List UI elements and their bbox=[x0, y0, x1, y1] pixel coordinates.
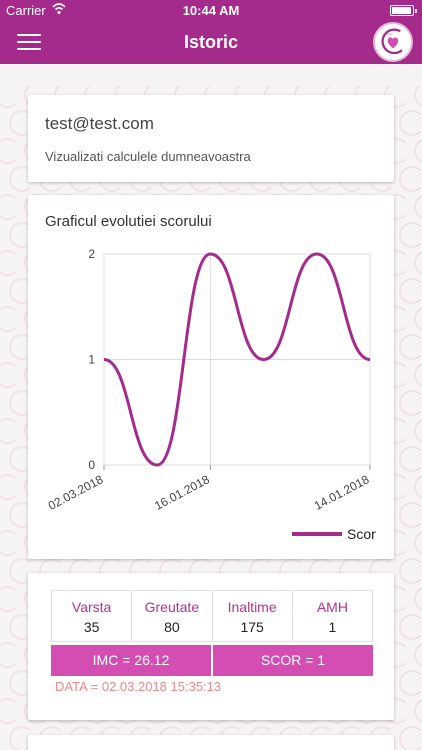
app-logo[interactable] bbox=[373, 22, 413, 62]
pattern-icon bbox=[414, 474, 422, 500]
record-table: Varsta 35 Greutate 80 Inaltime 175 AMH 1… bbox=[51, 590, 373, 676]
pattern-icon bbox=[414, 306, 422, 332]
battery-icon bbox=[390, 5, 417, 16]
pattern-icon bbox=[399, 558, 422, 584]
record-label: AMH bbox=[316, 599, 348, 615]
pattern-icon bbox=[0, 362, 20, 388]
pattern-icon bbox=[9, 446, 35, 472]
pattern-icon bbox=[9, 334, 35, 360]
record-card: Varsta 35 Greutate 80 Inaltime 175 AMH 1… bbox=[28, 573, 394, 720]
carrier-label: Carrier bbox=[6, 3, 46, 18]
user-subtitle: Vizualizati calculele dumneavoastra bbox=[45, 149, 251, 164]
pattern-icon bbox=[9, 614, 35, 640]
score-chart: 0 1 2 02.03.2018 16.01.2018 14.01.2018 Scor bbox=[46, 247, 376, 542]
pattern-icon bbox=[414, 194, 422, 220]
record-value: 80 bbox=[164, 619, 180, 635]
pattern-icon bbox=[0, 474, 20, 500]
record-label: Varsta bbox=[71, 599, 112, 615]
chart-title: Graficul evolutiei scorului bbox=[45, 213, 212, 230]
record-cell-varsta: Varsta 35 bbox=[52, 591, 133, 641]
pattern-icon bbox=[9, 278, 35, 304]
pattern-icon bbox=[414, 530, 422, 556]
x-tick-label: 02.03.2018 bbox=[46, 472, 106, 513]
pattern-icon bbox=[9, 726, 35, 750]
record-cell-inaltime: Inaltime 175 bbox=[213, 591, 293, 641]
record-date: DATA = 02.03.2018 15:35:13 bbox=[55, 679, 222, 694]
record-value: 175 bbox=[240, 619, 264, 635]
pattern-icon bbox=[399, 726, 422, 750]
pattern-icon bbox=[414, 138, 422, 164]
x-tick-label: 14.01.2018 bbox=[312, 472, 372, 513]
x-tick-label: 16.01.2018 bbox=[152, 472, 212, 513]
pattern-icon bbox=[414, 586, 422, 612]
pattern-icon bbox=[0, 138, 20, 164]
chart-card: Graficul evolutiei scorului 0 1 2 02.03.201… bbox=[28, 195, 394, 559]
pattern-icon bbox=[414, 642, 422, 668]
clock-time: 10:44 AM bbox=[182, 3, 240, 18]
pattern-icon bbox=[9, 166, 35, 192]
y-tick-label: 0 bbox=[88, 458, 95, 472]
pattern-icon bbox=[9, 110, 35, 136]
pattern-icon bbox=[414, 86, 422, 108]
pattern-icon bbox=[0, 586, 20, 612]
user-email: test@test.com bbox=[45, 114, 154, 133]
status-bar: Carrier 10:44 AM bbox=[0, 0, 422, 20]
y-tick-label: 1 bbox=[88, 353, 95, 367]
pattern-icon bbox=[0, 306, 20, 332]
pattern-icon bbox=[399, 446, 422, 472]
pattern-icon bbox=[0, 250, 20, 276]
record-value: 1 bbox=[328, 619, 337, 635]
pattern-icon bbox=[0, 418, 20, 444]
pattern-icon bbox=[399, 334, 422, 360]
pattern-icon bbox=[0, 194, 20, 220]
record-label: Greutate bbox=[144, 599, 200, 615]
series-line-scor bbox=[103, 252, 371, 467]
pattern-icon bbox=[9, 670, 35, 696]
pattern-icon bbox=[0, 86, 20, 108]
pattern-icon bbox=[0, 642, 20, 668]
record-summary-row: IMC = 26.12 SCOR = 1 bbox=[51, 645, 373, 676]
record-header-row: Varsta 35 Greutate 80 Inaltime 175 AMH 1 bbox=[51, 590, 373, 642]
hamburger-menu-icon[interactable] bbox=[17, 34, 41, 50]
pattern-icon bbox=[0, 530, 20, 556]
pattern-icon bbox=[399, 222, 422, 248]
pattern-icon bbox=[9, 502, 35, 528]
pattern-icon bbox=[399, 614, 422, 640]
record-cell-greutate: Greutate 80 bbox=[132, 591, 213, 641]
pattern-icon bbox=[9, 558, 35, 584]
score-badge: SCOR = 1 bbox=[213, 645, 373, 676]
user-card: test@test.com Vizualizati calculele dumn… bbox=[28, 95, 394, 182]
app-bar: Istoric bbox=[0, 20, 422, 64]
record-value: 35 bbox=[83, 619, 100, 635]
next-record-card bbox=[28, 735, 394, 750]
y-tick-label: 2 bbox=[88, 247, 95, 261]
wifi-icon bbox=[52, 3, 66, 15]
pattern-icon bbox=[0, 698, 20, 724]
pattern-icon bbox=[9, 222, 35, 248]
pattern-icon bbox=[414, 418, 422, 444]
page-title: Istoric bbox=[183, 32, 239, 52]
pattern-icon bbox=[399, 110, 422, 136]
pattern-icon bbox=[9, 390, 35, 416]
pattern-icon bbox=[399, 502, 422, 528]
pattern-icon bbox=[399, 390, 422, 416]
pattern-icon bbox=[414, 698, 422, 724]
pattern-icon bbox=[414, 362, 422, 388]
pattern-icon bbox=[399, 166, 422, 192]
record-label: Inaltime bbox=[227, 599, 277, 615]
pattern-icon bbox=[399, 278, 422, 304]
imc-badge: IMC = 26.12 bbox=[51, 645, 211, 676]
pattern-icon bbox=[414, 250, 422, 276]
legend-label: Scor bbox=[347, 526, 376, 542]
pattern-icon bbox=[399, 670, 422, 696]
record-cell-amh: AMH 1 bbox=[293, 591, 372, 641]
